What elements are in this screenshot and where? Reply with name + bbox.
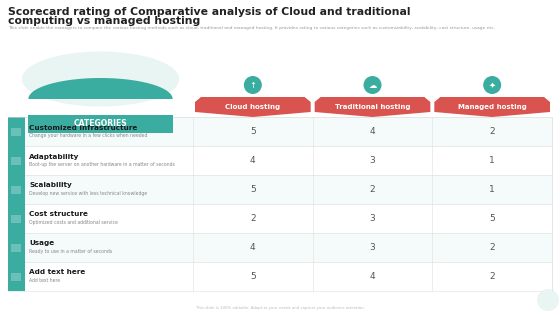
Bar [8, 117, 25, 146]
Text: 3: 3 [370, 156, 375, 165]
Text: 2: 2 [489, 243, 495, 252]
Text: 5: 5 [489, 214, 495, 223]
Bar [11, 243, 21, 251]
Text: 3: 3 [370, 214, 375, 223]
Text: ☁: ☁ [368, 81, 377, 89]
Bar [11, 186, 21, 193]
Text: ✦: ✦ [489, 81, 496, 89]
Bar [11, 215, 21, 222]
Circle shape [244, 76, 262, 94]
Text: 2: 2 [250, 214, 256, 223]
Text: 5: 5 [250, 185, 256, 194]
Text: ↑: ↑ [249, 81, 256, 89]
Bar [8, 117, 552, 146]
Text: computing vs managed hosting: computing vs managed hosting [8, 16, 200, 26]
Text: 4: 4 [250, 243, 256, 252]
Text: 1: 1 [489, 156, 495, 165]
Text: 4: 4 [370, 272, 375, 281]
Polygon shape [195, 97, 311, 117]
Text: Cloud hosting: Cloud hosting [225, 104, 281, 110]
Bar [8, 233, 25, 262]
Text: Optimized costs and additional service: Optimized costs and additional service [29, 220, 118, 225]
Ellipse shape [22, 51, 179, 106]
Bar [11, 272, 21, 280]
Text: Change your hardware in a few clicks when needed: Change your hardware in a few clicks whe… [29, 133, 147, 138]
Bar [11, 128, 21, 135]
Bar [8, 146, 552, 175]
Text: Scalability: Scalability [29, 182, 72, 188]
Text: Ready to use in a matter of seconds: Ready to use in a matter of seconds [29, 249, 112, 254]
Bar [29, 115, 172, 133]
Text: CATEGORIES: CATEGORIES [74, 118, 127, 128]
Bar [11, 157, 21, 164]
Bar [8, 233, 552, 262]
Circle shape [363, 76, 381, 94]
Bar [8, 262, 25, 291]
Text: 5: 5 [250, 127, 256, 136]
Text: Boot-up the server on another hardware in a matter of seconds: Boot-up the server on another hardware i… [29, 162, 175, 167]
Circle shape [483, 76, 501, 94]
Bar [8, 146, 25, 175]
Bar [8, 204, 25, 233]
Text: Adaptability: Adaptability [29, 153, 80, 159]
Text: Customized Infrastructure: Customized Infrastructure [29, 124, 137, 130]
Text: 5: 5 [250, 272, 256, 281]
Text: 2: 2 [489, 272, 495, 281]
Polygon shape [29, 78, 172, 99]
Bar [8, 175, 25, 204]
Bar [8, 175, 552, 204]
Bar [8, 204, 552, 233]
Text: Develop new service with less technical knowledge: Develop new service with less technical … [29, 191, 147, 196]
Text: 1: 1 [489, 185, 495, 194]
Text: Traditional hosting: Traditional hosting [335, 104, 410, 110]
Text: Usage: Usage [29, 240, 54, 247]
Text: 4: 4 [370, 127, 375, 136]
Text: 2: 2 [489, 127, 495, 136]
Text: Add text here: Add text here [29, 278, 60, 283]
Text: Scorecard rating of Comparative analysis of Cloud and traditional: Scorecard rating of Comparative analysis… [8, 7, 410, 17]
Circle shape [537, 289, 559, 311]
Text: 4: 4 [250, 156, 256, 165]
Text: 3: 3 [370, 243, 375, 252]
Text: This slide is 100% editable. Adapt to your needs and capture your audience atten: This slide is 100% editable. Adapt to yo… [195, 306, 365, 310]
Text: Add text here: Add text here [29, 270, 85, 276]
Text: Cost structure: Cost structure [29, 211, 88, 217]
Polygon shape [435, 97, 550, 117]
Text: 2: 2 [370, 185, 375, 194]
Text: Managed hosting: Managed hosting [458, 104, 526, 110]
Text: This slide enable the managers to compare the various hosting methods such as cl: This slide enable the managers to compar… [8, 26, 495, 30]
Bar [8, 262, 552, 291]
Polygon shape [315, 97, 430, 117]
